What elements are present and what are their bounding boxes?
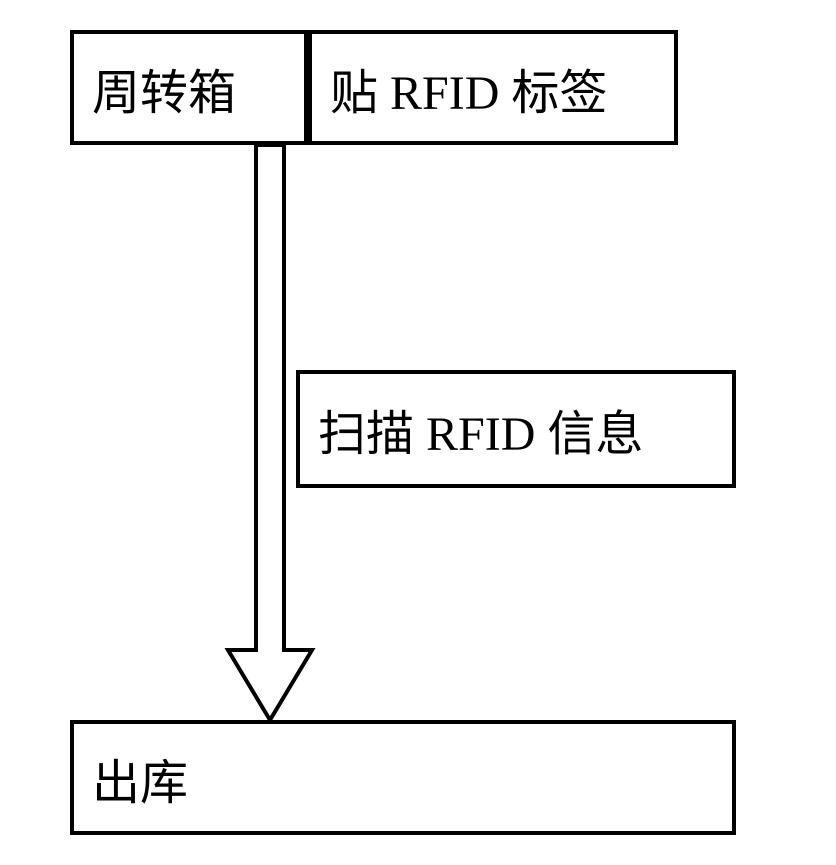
flowchart-canvas: 周转箱 贴 RFID 标签 扫描 RFID 信息 出库 — [0, 0, 836, 865]
node-label: 周转箱 — [92, 53, 236, 123]
node-rfid-tag: 贴 RFID 标签 — [308, 30, 678, 145]
node-outbound: 出库 — [70, 720, 736, 835]
node-label: 贴 RFID 标签 — [330, 53, 607, 123]
node-turnover-box: 周转箱 — [70, 30, 308, 145]
node-label: 出库 — [92, 743, 188, 813]
node-label: 扫描 RFID 信息 — [318, 394, 643, 464]
node-scan-rfid: 扫描 RFID 信息 — [296, 370, 736, 488]
